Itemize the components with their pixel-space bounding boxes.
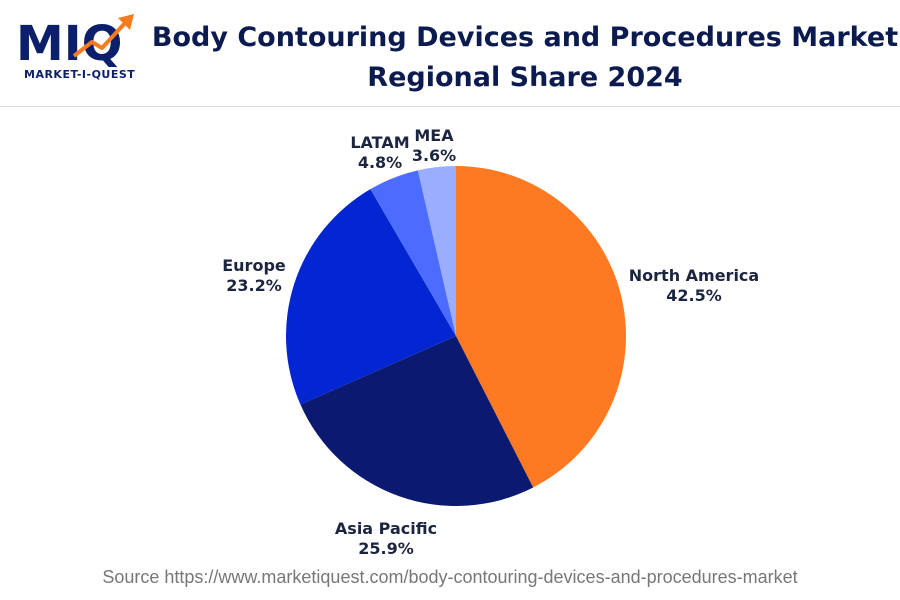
miq-logo-icon: MIQ <box>16 14 134 72</box>
pie-slice-mea <box>417 166 456 336</box>
pie-slice-latam <box>370 170 456 336</box>
slice-label-europe: Europe 23.2% <box>222 256 286 295</box>
slice-label-north-america: North America 42.5% <box>629 266 759 305</box>
pie-chart: North America 42.5% Asia Pacific 25.9% Europ… <box>0 106 900 566</box>
brand-logo: MIQ MARKET-I-QUEST <box>14 8 139 96</box>
slice-label-mea: MEA 3.6% <box>412 126 456 165</box>
header: MIQ MARKET-I-QUEST Body Contouring Devic… <box>0 0 900 107</box>
slice-label-latam: LATAM 4.8% <box>350 133 409 172</box>
pie-slice-asia-pacific <box>300 336 534 507</box>
pie-chart-svg: North America 42.5% Asia Pacific 25.9% Europ… <box>222 126 759 558</box>
trend-arrow-icon <box>72 20 128 58</box>
title-line-2: Regional Share 2024 <box>367 62 683 93</box>
title-line-1: Body Contouring Devices and Procedures M… <box>151 22 899 53</box>
source-note: Source https://www.marketiquest.com/body… <box>102 567 798 587</box>
arrow-head-icon <box>118 14 134 30</box>
pie-slice-europe <box>285 189 456 405</box>
slice-label-asia-pacific: Asia Pacific 25.9% <box>335 519 437 558</box>
pie-slice-north-america <box>456 166 627 488</box>
logo-text: MARKET-I-QUEST <box>24 68 136 81</box>
chart-title: Body Contouring Devices and Procedures M… <box>150 18 900 98</box>
